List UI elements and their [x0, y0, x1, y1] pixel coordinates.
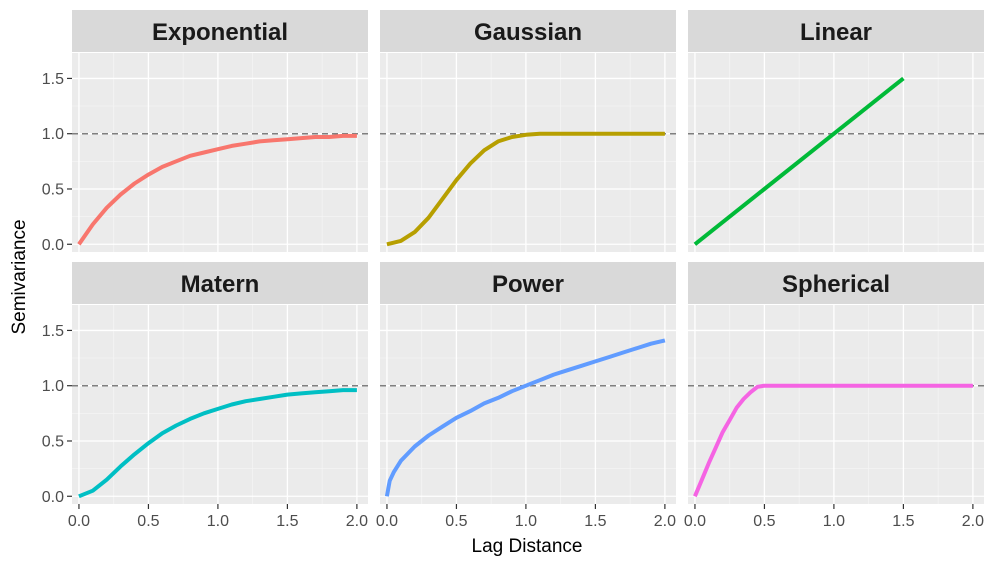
- x-tick-label: 1.5: [276, 513, 298, 530]
- facet-strip: [380, 262, 676, 304]
- panel-background: [688, 305, 984, 504]
- x-tick-label: 2.0: [962, 513, 984, 530]
- x-tick-label: 0.0: [376, 513, 398, 530]
- facet-panel-spherical: Spherical 0.0 0.5 1.0 1.5 2.0: [684, 262, 984, 530]
- facet-strip: [380, 10, 676, 52]
- facet-strip-label: Power: [492, 271, 564, 298]
- panel-background: [72, 53, 368, 252]
- x-tick-label: 1.0: [515, 513, 537, 530]
- x-tick-label: 0.0: [684, 513, 706, 530]
- series-line-gaussian: [386, 131, 665, 247]
- facet-panels: Exponential 0.0 0.5 1.0 1.5 Gaussian Linear Mat…: [42, 10, 984, 530]
- x-tick-label: 0.5: [445, 513, 467, 530]
- x-tick-label: 0.5: [137, 513, 159, 530]
- facet-panel-matern: Matern 0.0 0.5 1.0 1.5 0.0 0.5 1.0 1.5 2.0: [42, 262, 368, 530]
- y-tick-label: 1.0: [42, 126, 64, 143]
- x-tick-label: 1.5: [892, 513, 914, 530]
- panel-background: [688, 53, 984, 252]
- x-tick-label: 0.0: [68, 513, 90, 530]
- facet-strip-label: Gaussian: [474, 19, 582, 46]
- facet-strip: [688, 10, 984, 52]
- series-line-linear: [693, 76, 905, 246]
- x-tick-label: 1.0: [823, 513, 845, 530]
- series-line-power: [384, 338, 666, 497]
- facet-panel-power: Power 0.0 0.5 1.0 1.5 2.0: [376, 262, 676, 530]
- y-tick-label: 0.5: [42, 433, 64, 450]
- facet-strip: [72, 262, 368, 304]
- x-axis-title: Lag Distance: [472, 536, 583, 557]
- series-line-matern: [78, 388, 357, 499]
- panel-background: [380, 305, 676, 504]
- x-tick-label: 0.5: [753, 513, 775, 530]
- y-tick-label: 0.0: [42, 489, 64, 506]
- series-line-spherical: [693, 383, 973, 498]
- x-tick-label: 2.0: [346, 513, 368, 530]
- panel-background: [72, 305, 368, 504]
- facet-panel-linear: Linear: [688, 10, 984, 252]
- y-tick-label: 1.0: [42, 378, 64, 395]
- y-tick-label: 0.0: [42, 237, 64, 254]
- x-tick-label: 1.0: [207, 513, 229, 530]
- facet-panel-gaussian: Gaussian: [380, 10, 676, 252]
- facet-strip-label: Linear: [800, 19, 872, 46]
- facet-strip: [72, 10, 368, 52]
- facet-strip-label: Matern: [181, 271, 260, 298]
- x-tick-label: 1.5: [584, 513, 606, 530]
- facet-strip: [688, 262, 984, 304]
- facet-panel-exponential: Exponential 0.0 0.5 1.0 1.5: [42, 10, 368, 254]
- facet-strip-label: Spherical: [782, 271, 890, 298]
- x-tick-label: 2.0: [654, 513, 676, 530]
- y-axis-title: Semivariance: [9, 219, 30, 334]
- y-tick-label: 1.5: [42, 323, 64, 340]
- y-tick-label: 0.5: [42, 181, 64, 198]
- y-tick-label: 1.5: [42, 71, 64, 88]
- facet-strip-label: Exponential: [152, 19, 288, 46]
- series-line-exponential: [77, 133, 357, 246]
